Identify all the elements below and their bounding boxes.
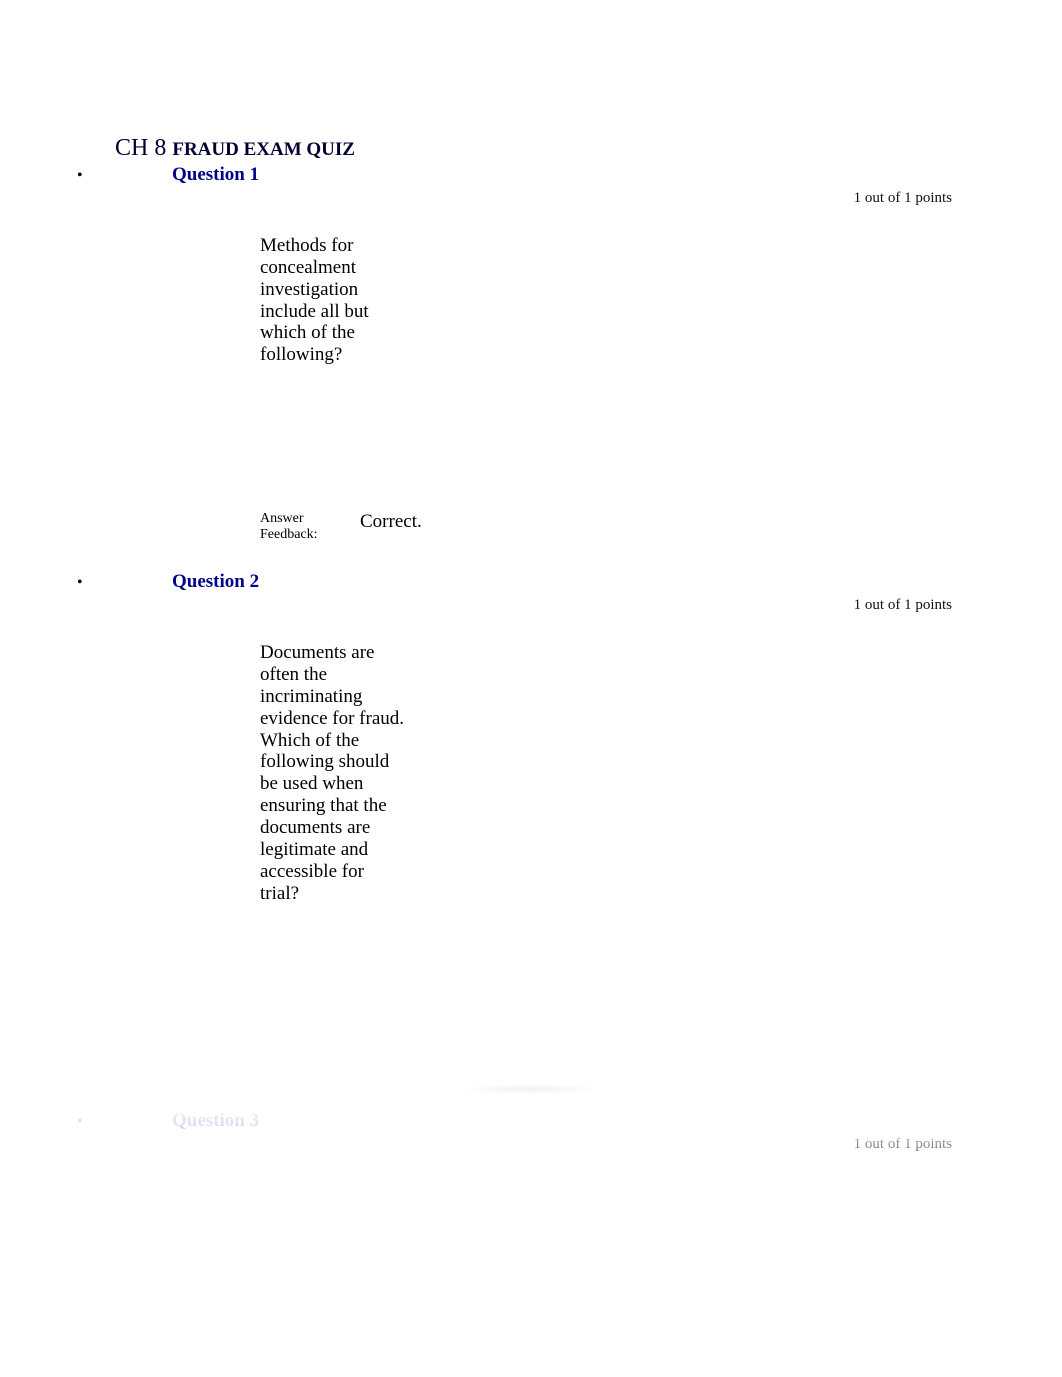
page-container: CH 8 FRAUD EXAM QUIZ • Question 1 1 out … — [0, 0, 1062, 1213]
question-1-feedback: Answer Feedback: Correct. — [260, 511, 987, 543]
question-3: • Question 3 1 out of 1 points — [75, 1110, 987, 1153]
feedback-text: Correct. — [360, 511, 422, 533]
question-2-body: Documents are often the incriminating ev… — [260, 642, 405, 904]
question-1-body-wrap: Methods for concealment investigation in… — [260, 235, 987, 366]
page-title: CH 8 FRAUD EXAM QUIZ — [115, 135, 987, 162]
question-2-heading: Question 2 — [172, 571, 259, 593]
question-2-header: • Question 2 — [75, 571, 987, 593]
question-3-heading: Question 3 — [172, 1110, 259, 1132]
question-2: • Question 2 1 out of 1 points Documents… — [75, 571, 987, 1084]
question-1-body: Methods for concealment investigation in… — [260, 235, 405, 366]
title-main: FRAUD EXAM QUIZ — [172, 139, 355, 160]
title-prefix: CH 8 — [115, 135, 172, 161]
content-fade-indicator — [461, 1084, 601, 1094]
question-3-points: 1 out of 1 points — [75, 1136, 987, 1153]
question-2-body-wrap: Documents are often the incriminating ev… — [260, 642, 987, 904]
question-1-header: • Question 1 — [75, 164, 987, 186]
question-1-heading: Question 1 — [172, 164, 259, 186]
question-2-points: 1 out of 1 points — [75, 597, 987, 614]
bullet-icon: • — [75, 167, 172, 185]
question-1-points: 1 out of 1 points — [75, 190, 987, 207]
feedback-label: Answer Feedback: — [260, 511, 360, 543]
bullet-icon: • — [75, 574, 172, 592]
bullet-icon: • — [75, 1113, 172, 1131]
question-3-header: • Question 3 — [75, 1110, 987, 1132]
question-1: • Question 1 1 out of 1 points Methods f… — [75, 164, 987, 571]
